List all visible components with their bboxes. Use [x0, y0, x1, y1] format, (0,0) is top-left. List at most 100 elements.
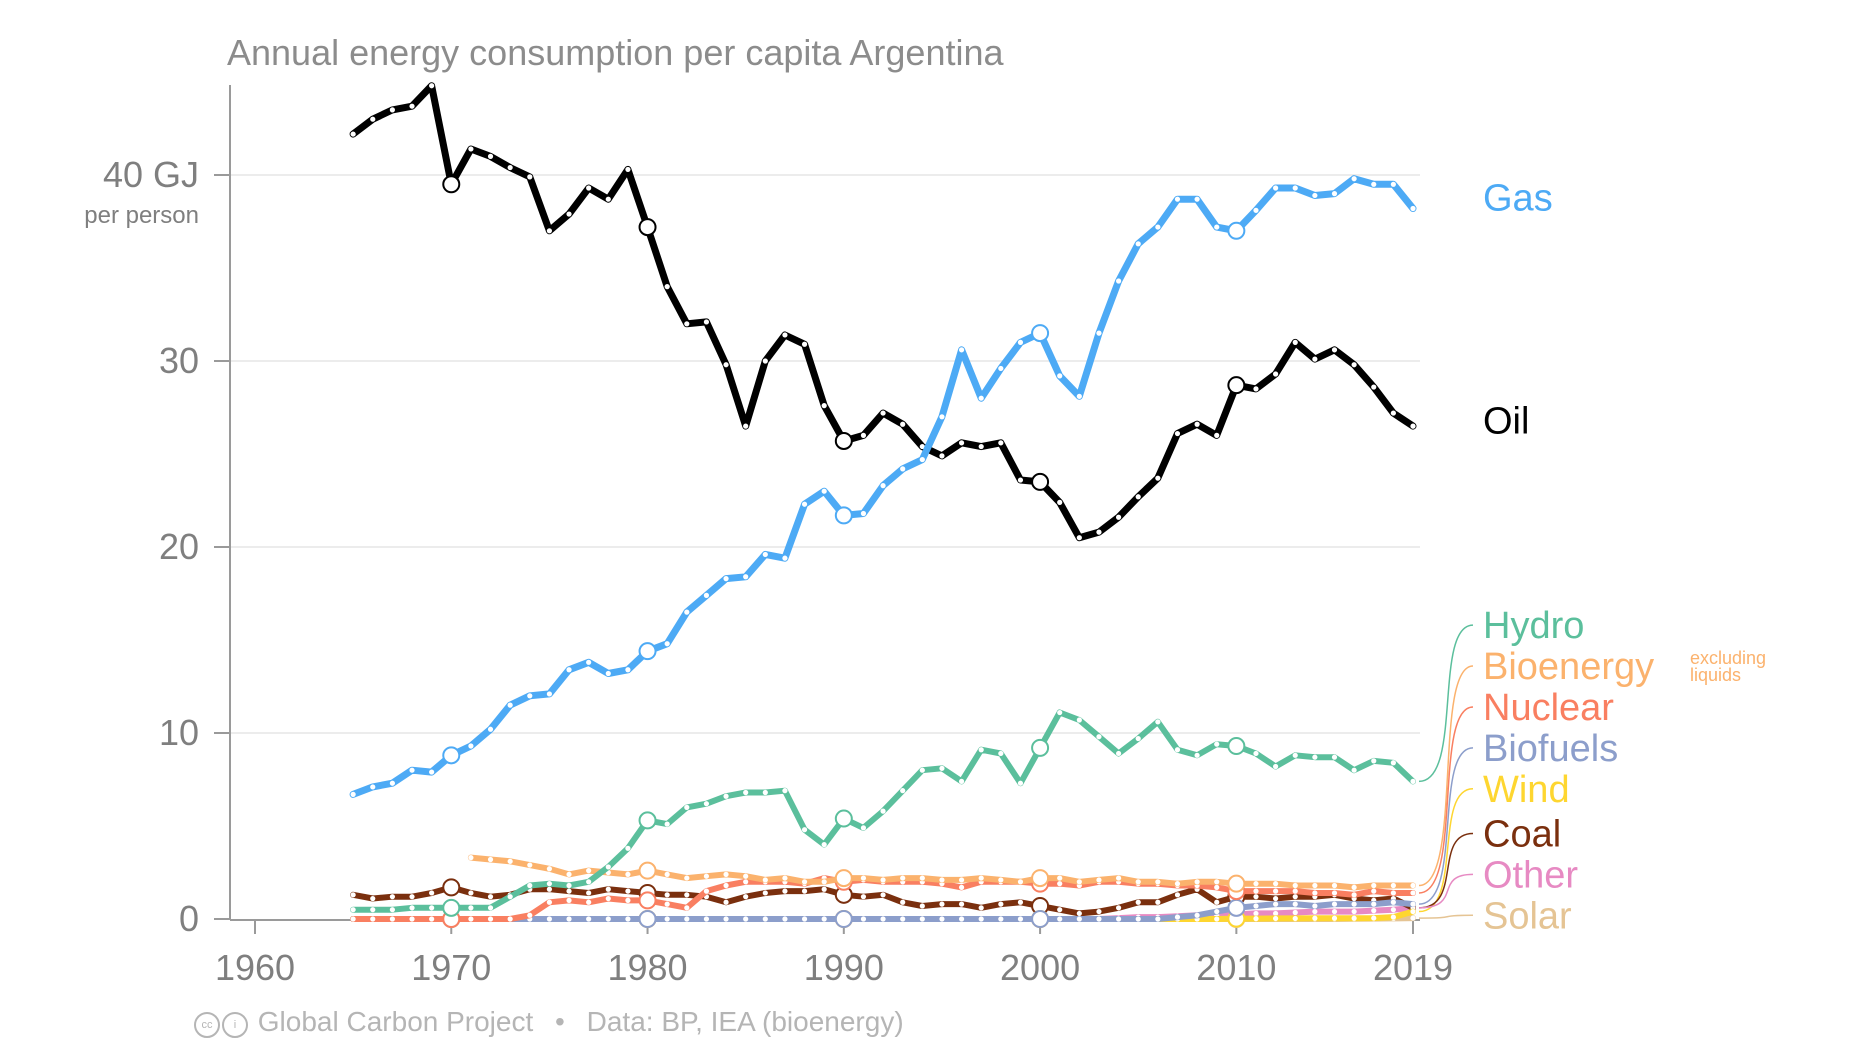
- data-point-coal-1995: [939, 901, 945, 907]
- data-point-oil-1989: [821, 403, 827, 409]
- data-point-nuclear-2018: [1390, 890, 1396, 896]
- data-point-hydro-1992: [880, 808, 886, 814]
- data-point-hydro-1999: [1017, 780, 1024, 786]
- data-point-coal-2001: [1057, 907, 1063, 913]
- data-point-coal-2004: [1115, 905, 1122, 911]
- data-point-coal-2012: [1273, 895, 1279, 902]
- series-label-nuclear: Nuclear: [1483, 687, 1614, 729]
- data-point-bioenergy-2019: [1410, 882, 1416, 889]
- data-point-biofuels-1978: [605, 916, 611, 922]
- data-point-gas-1978: [605, 670, 611, 677]
- data-point-oil-1978: [605, 196, 611, 202]
- data-point-gas-1969: [429, 769, 435, 775]
- data-point-oil-2011: [1253, 386, 1259, 392]
- data-point-oil-1987: [782, 332, 788, 338]
- data-point-other-2013: [1292, 909, 1298, 916]
- bioenergy-note-line2: liquids: [1690, 665, 1741, 685]
- data-point-biofuels-2008: [1194, 912, 1200, 918]
- data-point-other-2015: [1331, 908, 1338, 915]
- data-point-nuclear-1974: [527, 912, 533, 918]
- data-point-bioenergy-2013: [1292, 882, 1298, 889]
- data-point-wind-2017: [1371, 915, 1377, 921]
- x-tick-label: 1960: [215, 947, 295, 988]
- data-point-nuclear-1967: [389, 916, 395, 922]
- data-point-biofuels-2006: [1155, 916, 1161, 922]
- data-point-oil-1983: [703, 319, 710, 325]
- series-label-hydro: Hydro: [1483, 605, 1584, 647]
- data-point-biofuels-2011: [1253, 903, 1259, 909]
- data-point-coal-1977: [586, 890, 592, 896]
- data-point-coal-2007: [1174, 892, 1181, 898]
- data-point-bioenergy-2002: [1076, 879, 1082, 885]
- data-point-gas-1979: [625, 667, 631, 673]
- data-point-nuclear-1996: [958, 884, 965, 890]
- data-point-oil-1975: [546, 228, 553, 234]
- data-point-nuclear-1969: [429, 916, 435, 922]
- data-point-other-2016: [1351, 908, 1357, 915]
- data-point-oil-1994: [919, 443, 925, 450]
- data-point-oil-2012: [1273, 371, 1279, 377]
- source-org: Global Carbon Project: [257, 1006, 534, 1037]
- data-point-hydro-2003: [1096, 734, 1102, 740]
- data-point-biofuels-1982: [684, 916, 690, 922]
- data-point-gas-1999: [1017, 339, 1024, 345]
- data-point-gas-1968: [409, 767, 415, 773]
- data-point-nuclear-1971: [468, 916, 474, 922]
- data-point-hydro-1976: [566, 882, 572, 889]
- data-point-hydro-2005: [1135, 735, 1141, 742]
- data-point-oil-2004: [1115, 514, 1122, 520]
- data-point-nuclear-1981: [664, 901, 670, 907]
- data-point-oil-2007: [1174, 430, 1181, 437]
- x-tick-label: 1970: [411, 947, 491, 988]
- data-point-other-2018: [1390, 907, 1396, 913]
- leader-line-solar: [1418, 914, 1474, 919]
- series-labels: Gas Oil HydroBioenergyNuclearBiofuelsWindC…: [1418, 177, 1766, 937]
- data-point-oil-1973: [507, 164, 513, 171]
- data-point-hydro-1972: [487, 905, 494, 911]
- leader-line-other: [1418, 873, 1474, 909]
- data-point-hydro-2000: [1031, 738, 1050, 757]
- data-point-hydro-2014: [1312, 754, 1318, 760]
- footer-separator: •: [555, 1006, 565, 1037]
- data-point-biofuels-1981: [664, 916, 670, 922]
- data-point-biofuels-1989: [821, 916, 827, 922]
- data-point-nuclear-1973: [507, 916, 513, 922]
- data-point-bioenergy-1982: [684, 875, 690, 881]
- data-point-nuclear-1968: [409, 916, 415, 922]
- axes: 0 10 20 30 40 GJ per person 1960 1970 1980 1990 20…: [84, 85, 1453, 988]
- data-point-gas-2003: [1096, 330, 1102, 336]
- data-point-hydro-1990: [834, 809, 853, 828]
- data-point-nuclear-1978: [605, 895, 611, 902]
- data-point-nuclear-1977: [586, 899, 592, 905]
- data-point-oil-2016: [1351, 362, 1357, 368]
- data-point-biofuels-2003: [1096, 916, 1102, 922]
- data-point-bioenergy-2006: [1155, 879, 1161, 885]
- data-point-coal-1982: [684, 892, 690, 898]
- data-point-bioenergy-1999: [1017, 879, 1024, 885]
- data-point-bioenergy-2009: [1214, 879, 1220, 885]
- data-point-hydro-2015: [1331, 754, 1338, 760]
- data-point-oil-2018: [1390, 410, 1396, 416]
- data-point-coal-1968: [409, 894, 415, 900]
- data-point-wind-2013: [1292, 915, 1298, 922]
- data-point-coal-1978: [605, 886, 611, 892]
- data-point-nuclear-2009: [1214, 884, 1220, 890]
- data-point-wind-2019: [1410, 908, 1416, 915]
- data-point-wind-2009: [1214, 916, 1220, 922]
- data-point-oil-1970: [442, 175, 461, 194]
- data-point-gas-1967: [389, 780, 395, 786]
- y-tick-label: 10: [159, 712, 199, 753]
- data-point-hydro-2010: [1227, 737, 1246, 756]
- data-point-hydro-1983: [703, 801, 710, 807]
- data-point-oil-1996: [958, 440, 965, 446]
- data-point-gas-1988: [801, 501, 808, 507]
- data-point-bioenergy-1986: [762, 877, 768, 883]
- data-point-nuclear-2016: [1351, 892, 1357, 898]
- data-point-nuclear-2017: [1371, 888, 1377, 894]
- data-point-hydro-1981: [664, 821, 670, 827]
- data-point-biofuels-2005: [1135, 916, 1141, 922]
- data-point-hydro-1970: [442, 898, 461, 917]
- data-point-nuclear-1985: [743, 879, 749, 885]
- data-point-hydro-1967: [389, 907, 395, 913]
- data-point-gas-1986: [762, 551, 768, 558]
